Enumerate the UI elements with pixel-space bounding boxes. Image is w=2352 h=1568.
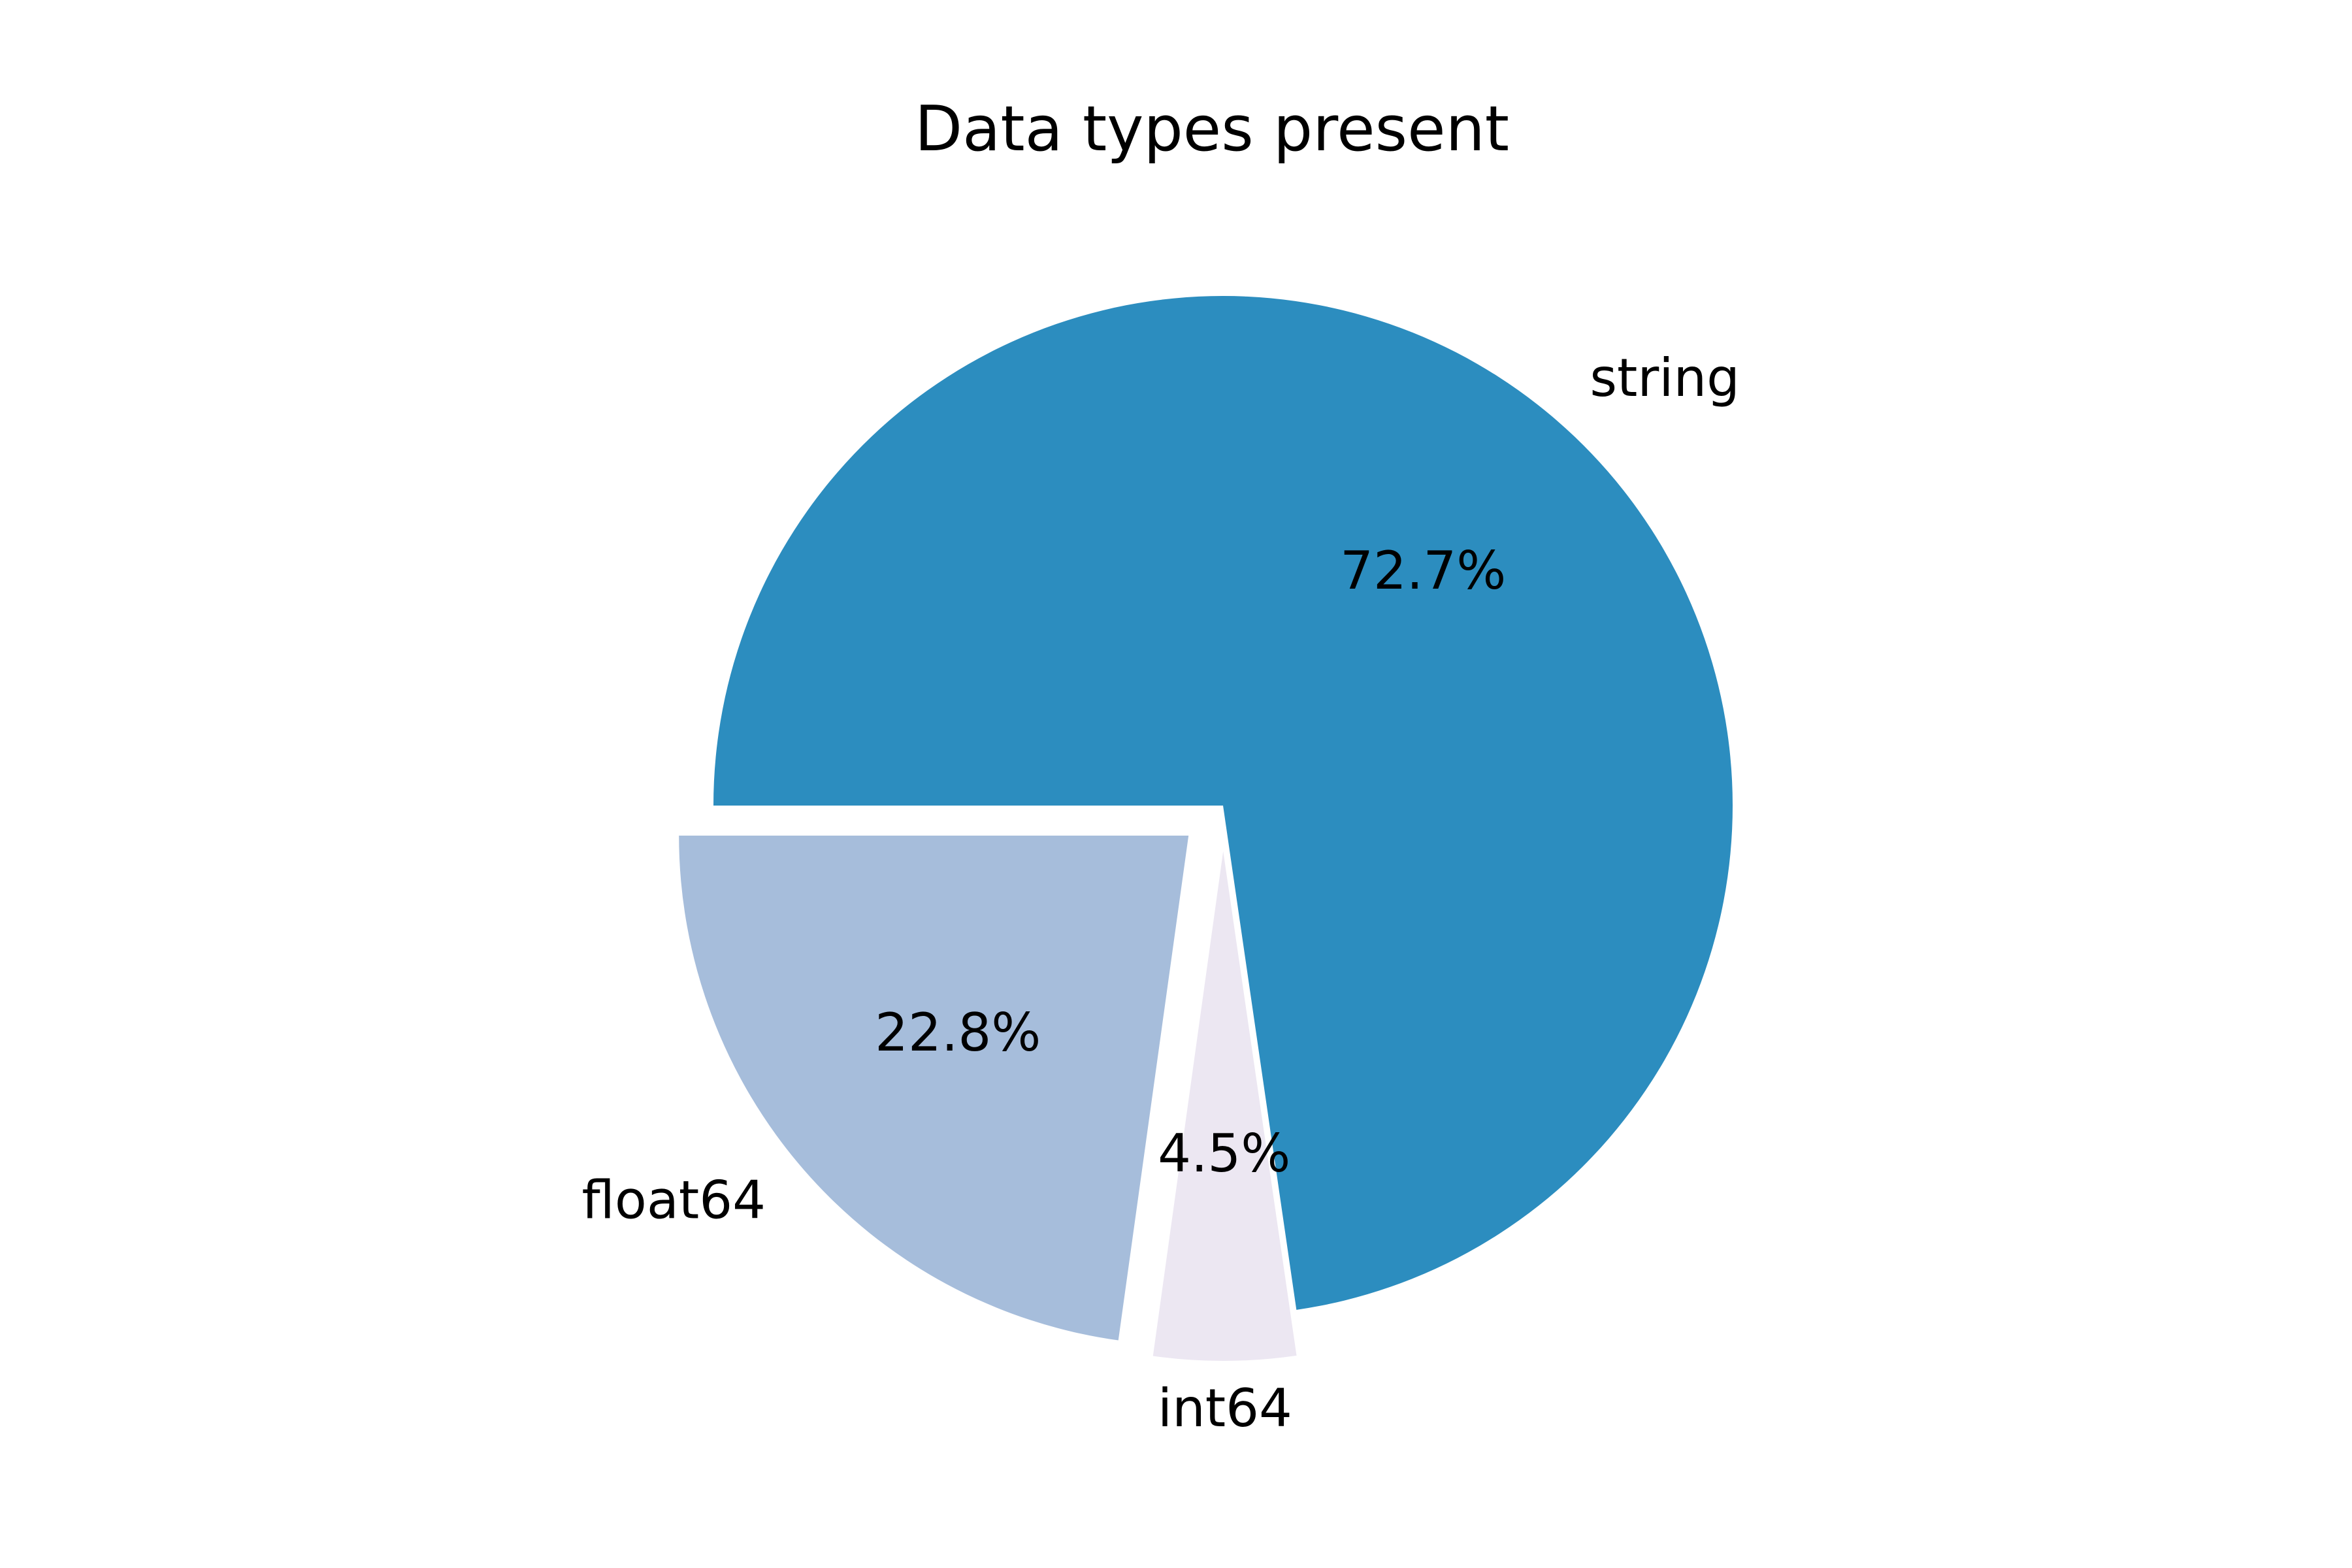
slice-label-int64: int64 — [1158, 1378, 1292, 1439]
pie-slice-float64 — [679, 835, 1189, 1341]
pct-label-string: 72.7% — [1340, 540, 1506, 601]
pct-label-float64: 22.8% — [875, 1002, 1041, 1063]
pie-slice-string — [713, 296, 1733, 1310]
slice-label-float64: float64 — [582, 1169, 766, 1230]
pct-label-int64: 4.5% — [1158, 1123, 1290, 1184]
slice-label-string: string — [1590, 348, 1740, 408]
chart-title: Data types present — [915, 93, 1509, 165]
pie-labels: string 72.7% int64 4.5% float64 22.8% — [582, 348, 1740, 1439]
pie-slice-int64 — [1152, 851, 1297, 1361]
pie-slices — [679, 296, 1733, 1361]
